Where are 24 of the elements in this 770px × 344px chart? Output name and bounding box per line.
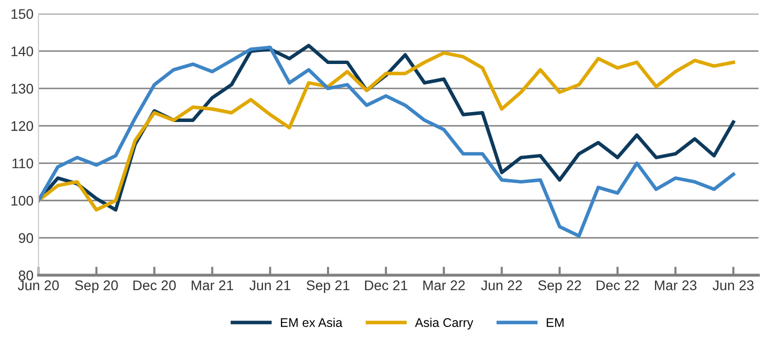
y-tick-label: 110 <box>12 158 34 168</box>
x-tick-label: Sep 20 <box>75 280 118 294</box>
legend-label: Asia Carry <box>414 318 474 330</box>
x-tick-label: Dec 22 <box>596 280 639 290</box>
x-tick-label: Jun 20 <box>18 280 59 290</box>
x-tick-label: Sep 22 <box>538 280 581 294</box>
x-tick-label: Mar 22 <box>423 280 465 290</box>
x-tick-label: Mar 21 <box>192 280 234 290</box>
y-tick-label: 120 <box>12 121 34 131</box>
y-tick-label: 100 <box>12 196 34 206</box>
y-tick-label: 150 <box>12 9 34 19</box>
legend-label: EM ex Asia <box>280 318 342 328</box>
x-tick-label: Jun 23 <box>712 280 754 290</box>
x-tick-label: Dec 21 <box>365 280 408 290</box>
x-tick-label: Sep 21 <box>306 280 350 294</box>
y-tick-label: 130 <box>12 84 34 94</box>
x-tick-label: Jun 21 <box>249 280 290 290</box>
x-tick-label: Dec 20 <box>133 280 176 290</box>
x-tick-label: Jun 22 <box>481 280 522 290</box>
legend-label: EM <box>546 318 564 327</box>
y-tick-label: 80 <box>18 270 34 280</box>
y-tick-label: 140 <box>12 46 34 56</box>
y-tick-label: 90 <box>18 233 34 244</box>
x-tick-label: Mar 23 <box>654 280 696 290</box>
